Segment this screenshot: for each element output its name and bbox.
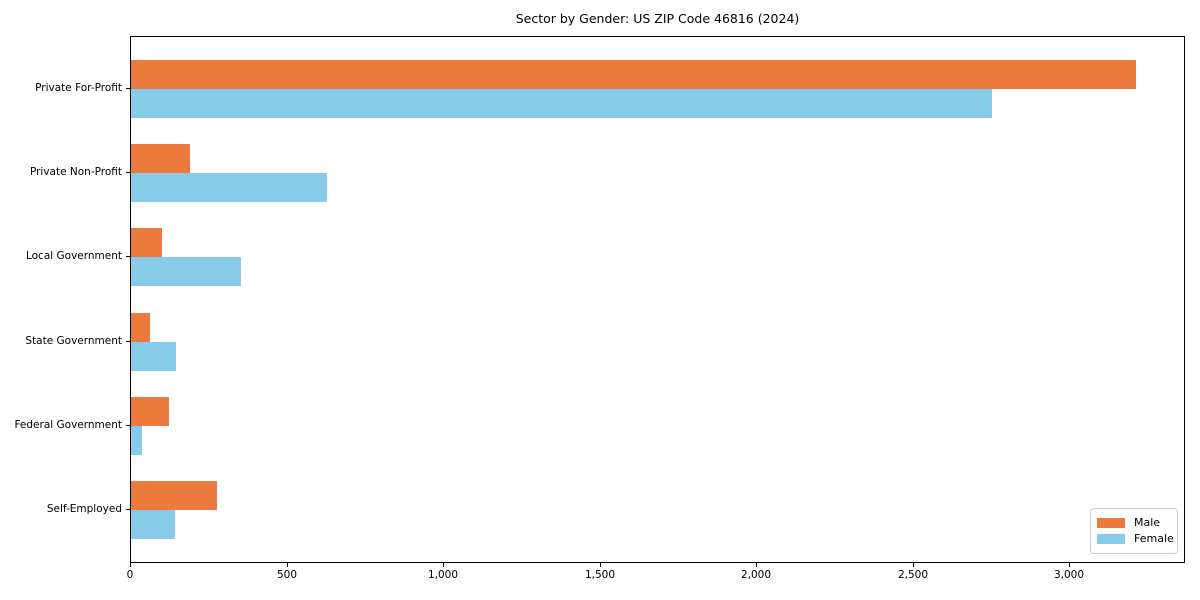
x-tick-mark (913, 563, 914, 567)
bar-female-federal-government (131, 425, 142, 455)
x-tick-mark (756, 563, 757, 567)
y-axis-label-federal-government: Federal Government (14, 419, 122, 431)
legend-item-male: Male (1097, 515, 1171, 531)
bar-male-state-government (131, 312, 150, 342)
legend-item-female: Female (1097, 531, 1174, 547)
y-tick-mark (126, 425, 130, 426)
bar-male-private-for-profit (131, 60, 1136, 89)
x-tick-label-2-000: 2,000 (740, 569, 772, 581)
bar-female-state-government (131, 341, 176, 371)
y-tick-mark (126, 341, 130, 342)
x-tick-mark (1069, 563, 1070, 567)
legend-label-female: Female (1134, 532, 1174, 545)
bar-male-federal-government (131, 396, 169, 426)
x-tick-mark (443, 563, 444, 567)
x-tick-label-3-000: 3,000 (1053, 569, 1085, 581)
y-tick-mark (126, 172, 130, 173)
y-axis-label-private-non-profit: Private Non-Profit (29, 166, 122, 178)
legend-swatch-male (1097, 518, 1125, 528)
x-tick-label-1-000: 1,000 (427, 569, 459, 581)
bar-female-self-employed (131, 510, 175, 539)
x-tick-label-500: 500 (276, 569, 298, 581)
x-tick-mark (287, 563, 288, 567)
bar-female-private-non-profit (131, 173, 327, 203)
y-axis-label-private-for-profit: Private For-Profit (35, 82, 122, 94)
legend-label-male: Male (1134, 516, 1161, 529)
y-axis-label-self-employed: Self-Employed (46, 503, 122, 515)
legend: Male Female (1090, 508, 1178, 554)
plot-area (130, 36, 1185, 563)
x-tick-mark (600, 563, 601, 567)
x-tick-label-1-500: 1,500 (584, 569, 616, 581)
bar-male-private-non-profit (131, 144, 190, 174)
y-axis-label-local-government: Local Government (25, 250, 122, 262)
legend-swatch-female (1097, 534, 1125, 544)
y-tick-mark (126, 256, 130, 257)
bar-female-private-for-profit (131, 89, 992, 118)
y-tick-mark (126, 88, 130, 89)
bar-male-self-employed (131, 481, 217, 510)
bar-female-local-government (131, 257, 241, 287)
x-tick-label-0: 0 (126, 569, 134, 581)
x-tick-label-2-500: 2,500 (897, 569, 929, 581)
x-tick-mark (130, 563, 131, 567)
bar-male-local-government (131, 228, 162, 258)
chart-title: Sector by Gender: US ZIP Code 46816 (202… (515, 11, 800, 26)
y-axis-label-state-government: State Government (25, 335, 122, 347)
y-tick-mark (126, 509, 130, 510)
